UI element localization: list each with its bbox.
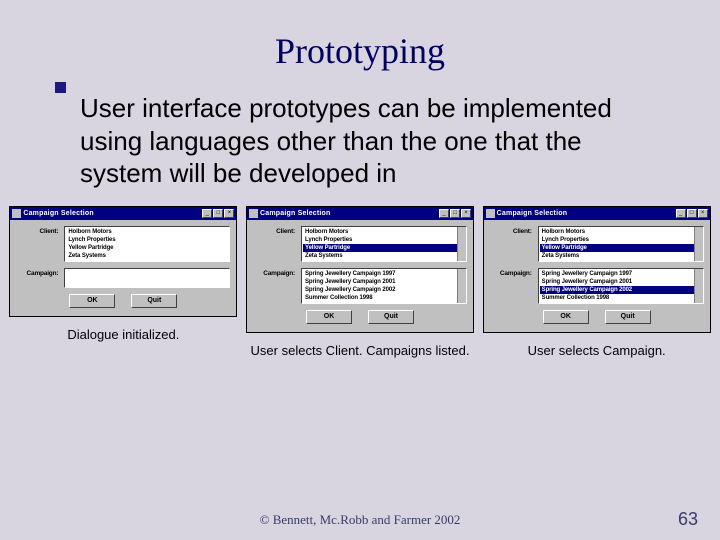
titlebar: Campaign Selection _ □ × bbox=[10, 207, 236, 220]
titlebar: Campaign Selection _ □ × bbox=[484, 207, 710, 220]
client-label: Client: bbox=[16, 226, 64, 235]
ok-button[interactable]: OK bbox=[543, 310, 589, 324]
window-icon bbox=[12, 209, 21, 218]
quit-button[interactable]: Quit bbox=[131, 294, 177, 308]
scrollbar[interactable] bbox=[694, 269, 703, 303]
ok-button[interactable]: OK bbox=[306, 310, 352, 324]
list-item[interactable]: Lynch Properties bbox=[540, 236, 702, 244]
minimize-icon[interactable]: _ bbox=[439, 209, 449, 218]
list-item[interactable]: Zeta Systems bbox=[66, 252, 228, 260]
scrollbar[interactable] bbox=[457, 227, 466, 261]
copyright: © Bennett, Mc.Robb and Farmer 2002 bbox=[0, 512, 720, 528]
minimize-icon[interactable]: _ bbox=[202, 209, 212, 218]
titlebar: Campaign Selection _ □ × bbox=[247, 207, 473, 220]
scrollbar[interactable] bbox=[694, 227, 703, 261]
list-item[interactable]: Lynch Properties bbox=[303, 236, 465, 244]
close-icon[interactable]: × bbox=[461, 209, 471, 218]
window-title: Campaign Selection bbox=[23, 210, 94, 217]
maximize-icon[interactable]: □ bbox=[687, 209, 697, 218]
window-title: Campaign Selection bbox=[497, 210, 568, 217]
client-label: Client: bbox=[253, 226, 301, 235]
window-icon bbox=[486, 209, 495, 218]
scrollbar[interactable] bbox=[457, 269, 466, 303]
close-icon[interactable]: × bbox=[698, 209, 708, 218]
list-item[interactable]: Spring Jewellery Campaign 2001 bbox=[540, 278, 702, 286]
list-item[interactable]: Holborn Motors bbox=[540, 228, 702, 236]
campaign-dialog-3: Campaign Selection _ □ × Client: Holborn… bbox=[483, 206, 711, 333]
minimize-icon[interactable]: _ bbox=[676, 209, 686, 218]
client-listbox[interactable]: Holborn Motors Lynch Properties Yellow P… bbox=[538, 226, 704, 262]
list-item[interactable]: Spring Jewellery Campaign 2001 bbox=[303, 278, 465, 286]
list-item[interactable]: Spring Jewellery Campaign 2002 bbox=[303, 286, 465, 294]
list-item[interactable]: Yellow Partridge bbox=[540, 244, 702, 252]
bullet-icon bbox=[55, 82, 66, 93]
list-item[interactable]: Zeta Systems bbox=[540, 252, 702, 260]
list-item[interactable]: Zeta Systems bbox=[303, 252, 465, 260]
body-block: User interface prototypes can be impleme… bbox=[0, 72, 720, 190]
list-item[interactable]: Summer Collection 1998 bbox=[303, 294, 465, 302]
list-item[interactable]: Lynch Properties bbox=[66, 236, 228, 244]
list-item[interactable]: Holborn Motors bbox=[303, 228, 465, 236]
list-item[interactable]: Yellow Partridge bbox=[66, 244, 228, 252]
caption-1: Dialogue initialized. bbox=[63, 327, 183, 343]
client-label: Client: bbox=[490, 226, 538, 235]
ok-button[interactable]: OK bbox=[69, 294, 115, 308]
maximize-icon[interactable]: □ bbox=[213, 209, 223, 218]
list-item[interactable]: Spring Jewellery Campaign 1997 bbox=[540, 270, 702, 278]
campaign-label: Campaign: bbox=[16, 268, 64, 277]
campaign-label: Campaign: bbox=[490, 268, 538, 277]
campaign-listbox[interactable]: Spring Jewellery Campaign 1997 Spring Je… bbox=[538, 268, 704, 304]
list-item[interactable]: Spring Jewellery Campaign 2002 bbox=[540, 286, 702, 294]
quit-button[interactable]: Quit bbox=[368, 310, 414, 324]
campaign-label: Campaign: bbox=[253, 268, 301, 277]
maximize-icon[interactable]: □ bbox=[450, 209, 460, 218]
list-item[interactable]: Spring Jewellery Campaign 1997 bbox=[303, 270, 465, 278]
caption-3: User selects Campaign. bbox=[524, 343, 670, 359]
window-title: Campaign Selection bbox=[260, 210, 331, 217]
window-icon bbox=[249, 209, 258, 218]
page-number: 63 bbox=[678, 509, 698, 530]
campaign-listbox[interactable] bbox=[64, 268, 230, 288]
body-text: User interface prototypes can be impleme… bbox=[80, 92, 660, 190]
slide-title: Prototyping bbox=[0, 0, 720, 72]
list-item[interactable]: Holborn Motors bbox=[66, 228, 228, 236]
quit-button[interactable]: Quit bbox=[605, 310, 651, 324]
campaign-dialog-2: Campaign Selection _ □ × Client: Holborn… bbox=[246, 206, 474, 333]
client-listbox[interactable]: Holborn Motors Lynch Properties Yellow P… bbox=[301, 226, 467, 262]
client-listbox[interactable]: Holborn Motors Lynch Properties Yellow P… bbox=[64, 226, 230, 262]
caption-2: User selects Client. Campaigns listed. bbox=[247, 343, 474, 359]
dialogs-row: Campaign Selection _ □ × Client: Holborn… bbox=[0, 190, 720, 359]
list-item[interactable]: Summer Collection 1998 bbox=[540, 294, 702, 302]
campaign-dialog-1: Campaign Selection _ □ × Client: Holborn… bbox=[9, 206, 237, 317]
campaign-listbox[interactable]: Spring Jewellery Campaign 1997 Spring Je… bbox=[301, 268, 467, 304]
close-icon[interactable]: × bbox=[224, 209, 234, 218]
list-item[interactable]: Yellow Partridge bbox=[303, 244, 465, 252]
